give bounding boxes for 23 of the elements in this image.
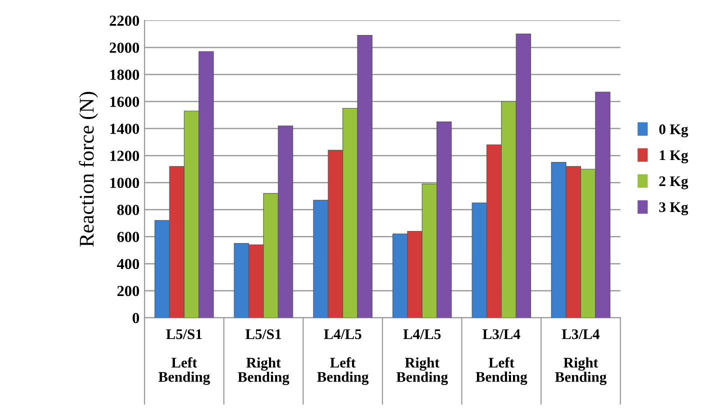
y-axis-title: Reaction force (N): [78, 92, 98, 247]
y-tick-label: 600: [117, 232, 140, 242]
category-label: L4/L5 Right Bending: [396, 329, 448, 386]
legend-label: 3 Kg: [659, 202, 688, 216]
y-tick-label: 1600: [110, 96, 140, 107]
y-tick-label: 1000: [110, 178, 140, 188]
category-label: L3/L4 Left Bending: [476, 329, 528, 385]
y-tick-label: 1200: [110, 150, 140, 162]
y-tick-label: 1400: [110, 124, 140, 134]
legend-label: 2 Kg: [659, 176, 688, 190]
y-tick-label: 1800: [110, 70, 140, 80]
category-label: L5/S1 Left Bending: [158, 329, 210, 385]
y-tick-label: 400: [116, 258, 140, 270]
category-label: L4/L5 Left Bending: [317, 329, 369, 385]
y-tick-label: 800: [117, 204, 140, 216]
category-label: L3/L4 Right Bending: [555, 329, 607, 386]
legend-label: 0 Kg: [659, 124, 688, 138]
category-label: L5/S1 Right Bending: [238, 329, 290, 386]
y-tick-label: 0: [132, 312, 140, 324]
y-tick-label: 200: [117, 286, 140, 296]
y-tick-label: 2000: [110, 42, 140, 53]
legend-label: 1 Kg: [660, 150, 688, 164]
y-tick-label: 2200: [110, 16, 140, 26]
